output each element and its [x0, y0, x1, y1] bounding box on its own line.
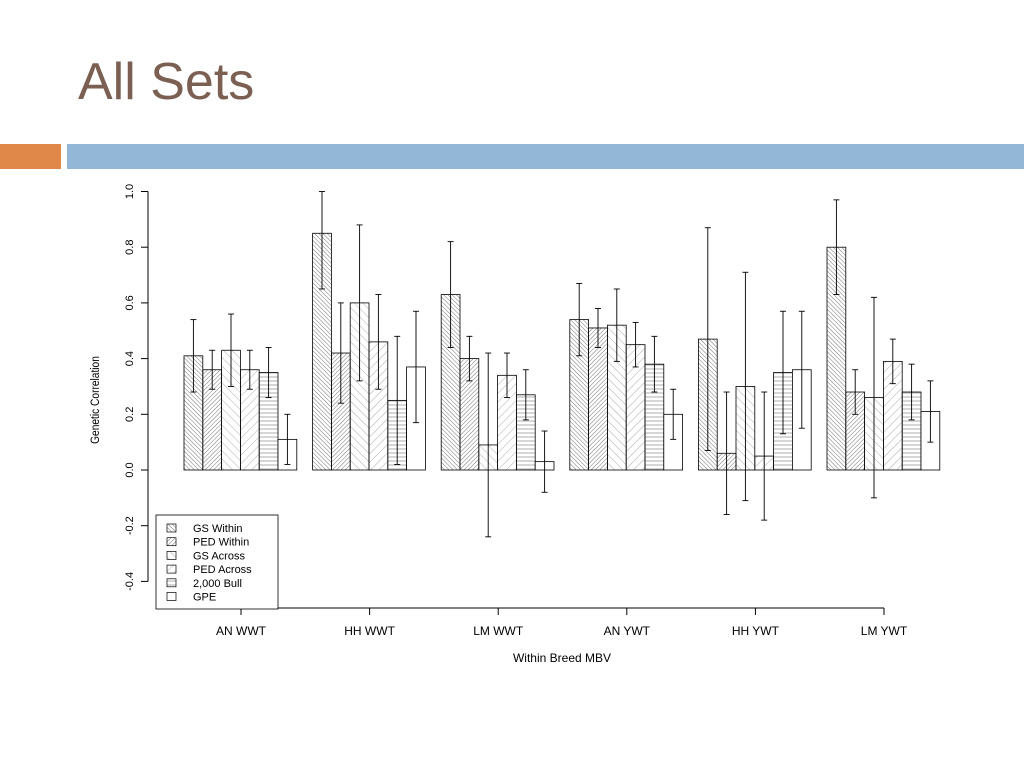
legend-label: GS Across: [193, 550, 245, 562]
accent-bar-blue: [67, 144, 1024, 169]
y-tick-label: 0.6: [124, 295, 136, 310]
x-tick-label: LM WWT: [473, 624, 524, 638]
bar: [588, 327, 608, 471]
x-axis-label: Within Breed MBV: [513, 651, 611, 665]
y-tick-label: 0.8: [124, 240, 136, 255]
slide-title: All Sets: [78, 53, 255, 111]
legend-swatch: [166, 551, 177, 560]
x-tick-label: HH WWT: [344, 624, 395, 638]
y-tick-label: 0.2: [124, 407, 136, 422]
legend-swatch: [166, 592, 177, 601]
y-tick-label: 0.4: [124, 351, 136, 366]
x-tick-label: AN YWT: [604, 624, 651, 638]
legend-swatch: [166, 537, 177, 547]
y-tick-label: -0.2: [124, 516, 136, 535]
x-tick-label: LM YWT: [861, 624, 908, 638]
legend-swatch: [166, 578, 177, 588]
legend-label: GS Within: [193, 523, 243, 535]
accent-bar-orange: [0, 144, 61, 169]
legend-label: GPE: [193, 592, 216, 604]
legend-swatch: [166, 523, 177, 533]
x-tick-label: HH YWT: [732, 624, 780, 638]
legend-label: 2,000 Bull: [193, 578, 242, 590]
y-tick-label: 1.0: [124, 184, 136, 199]
x-tick-label: AN WWT: [216, 624, 267, 638]
legend-label: PED Within: [193, 537, 249, 549]
y-tick-label: 0.0: [124, 462, 136, 477]
y-tick-label: -0.4: [124, 572, 136, 591]
y-axis-label: Genetic Correlation: [89, 356, 102, 444]
legend-label: PED Across: [193, 564, 252, 576]
legend-swatch: [166, 564, 177, 574]
